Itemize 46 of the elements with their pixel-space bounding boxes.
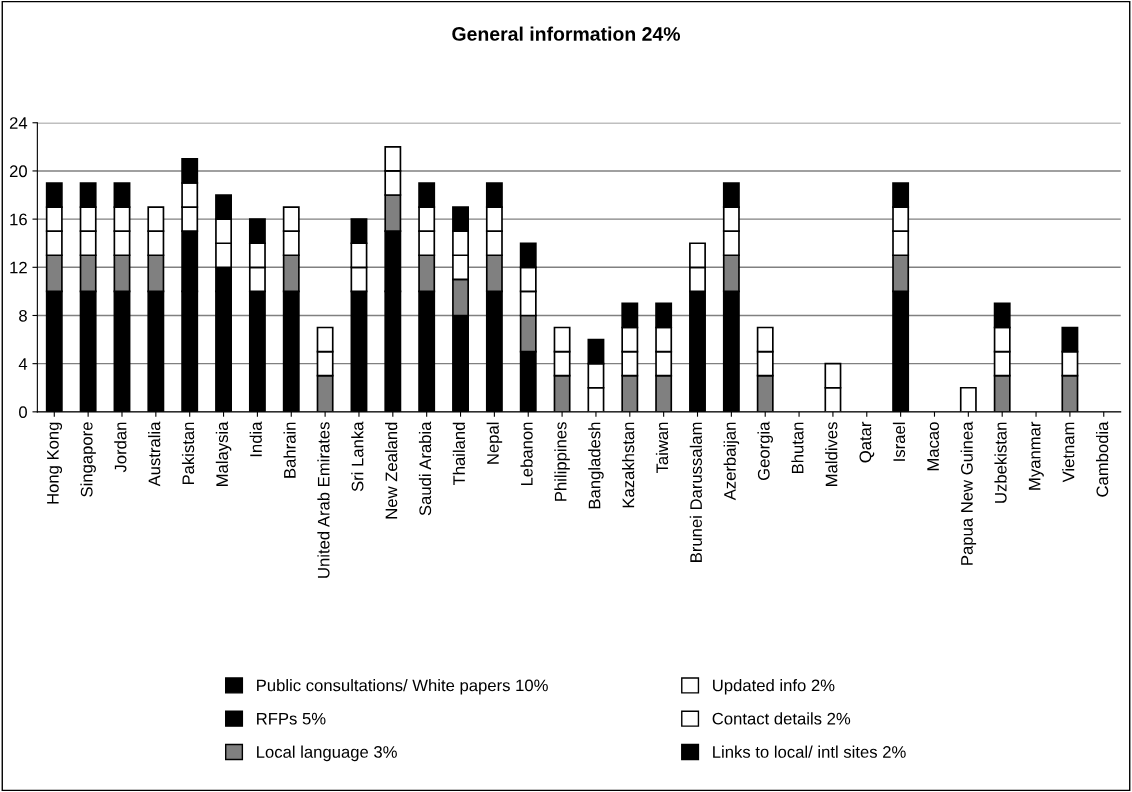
x-tick-label: Pakistan — [181, 422, 195, 485]
x-tick-label: Uzbekistan — [994, 422, 1007, 503]
x-tick-label: Bangladesh — [588, 422, 604, 509]
y-tick-label: 16 — [10, 213, 27, 226]
x-tick-label: Qatar — [859, 421, 875, 463]
x-tick-label: Nepal — [486, 422, 503, 464]
x-tick-label: Malaysia — [215, 421, 232, 486]
chart-title: General information 24% — [452, 26, 681, 41]
y-tick-label: 0 — [19, 406, 27, 419]
x-tick-label: Bhutan — [791, 422, 804, 474]
x-tick-label: Brunei Darussalam — [689, 422, 702, 562]
x-tick-label: Israel — [892, 422, 906, 461]
x-tick-label: Macao — [927, 422, 939, 471]
x-tick-label: Georgia — [757, 421, 773, 481]
legend-label: Public consultations/ White papers 10% — [257, 679, 548, 695]
x-tick-label: Kazakhstan — [622, 422, 635, 508]
x-tick-label: Maldives — [825, 422, 838, 486]
x-tick-label: Saudi Arabia — [418, 421, 432, 516]
x-tick-label: Thailand — [452, 422, 465, 486]
x-tick-label: Vietnam — [1062, 422, 1075, 483]
y-tick-label: 20 — [9, 165, 27, 178]
legend-label: RFPs 5% — [257, 712, 326, 725]
legend-label: Updated info 2% — [713, 679, 835, 695]
x-tick-label: Cambodia — [1095, 421, 1109, 497]
x-tick-label: Jordan — [114, 422, 127, 473]
x-tick-label: Philippines — [554, 422, 570, 501]
x-tick-label: Singapore — [80, 422, 96, 497]
x-tick-label: United Arab Emirates — [317, 422, 330, 578]
y-tick-label: 4 — [18, 358, 28, 370]
y-tick-label: 24 — [9, 117, 28, 129]
x-tick-label: Sri Lanka — [351, 421, 364, 492]
x-tick-label: Bahrain — [283, 422, 296, 478]
legend-label: Local language 3% — [257, 745, 397, 762]
legend-label: Contact details 2% — [712, 712, 851, 725]
y-tick-label: 8 — [19, 309, 27, 322]
legend-label: Links to local/ intl sites 2% — [713, 745, 906, 758]
x-tick-label: Lebanon — [520, 422, 533, 486]
x-tick-label: Australia — [148, 421, 161, 487]
y-tick-label: 12 — [10, 261, 27, 274]
x-tick-label: Myanmar — [1028, 421, 1044, 490]
x-tick-label: Azerbaijan — [723, 422, 740, 501]
x-tick-label: India — [249, 421, 262, 457]
x-tick-label: New Zealand — [385, 422, 398, 519]
x-tick-label: Taiwan — [655, 422, 669, 474]
x-tick-label: Papua New Guinea — [960, 421, 977, 565]
x-tick-label: Hong Kong — [47, 422, 63, 504]
